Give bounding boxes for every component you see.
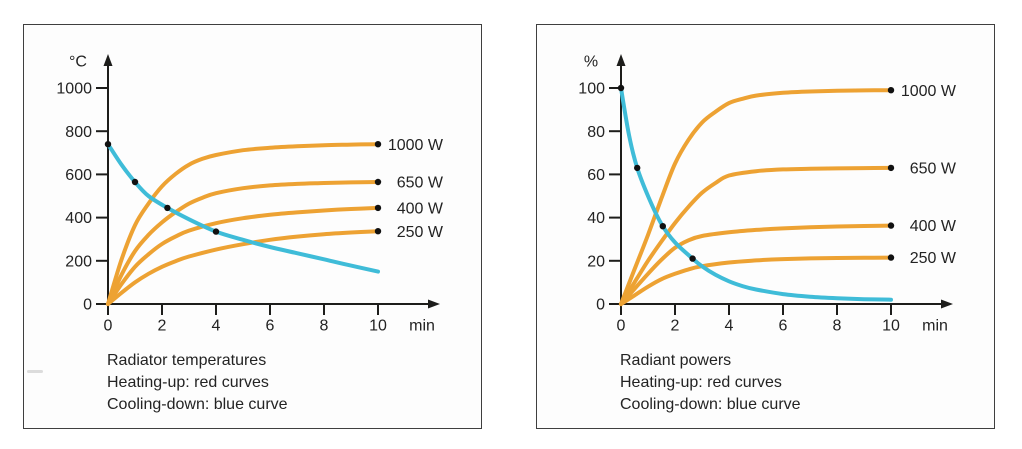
x-axis-unit-label: min bbox=[409, 318, 435, 335]
heating-curve-400-w bbox=[106, 205, 380, 306]
radiator-temperatures-chart: 0 2 4 6 8 10 0 200 400 600 800 1000 °C min 1000 W 650 W… bbox=[56, 54, 444, 335]
series-label-650-w: 650 W bbox=[910, 161, 957, 178]
series-label-400-w: 400 W bbox=[910, 218, 957, 235]
cooling-curve-point-dot bbox=[634, 164, 641, 172]
curve-end-dot bbox=[887, 87, 895, 94]
heating-curve-650-w bbox=[106, 180, 380, 306]
y-tick-label: 40 bbox=[587, 210, 605, 227]
y-tick-label: 0 bbox=[83, 297, 92, 314]
cooling-curve-point-dot bbox=[131, 178, 139, 186]
chart-panel-radiator-temperatures: 0 2 4 6 8 10 0 200 400 600 800 1000 °C min 1000 W 650 W… bbox=[23, 24, 482, 429]
scan-artifact bbox=[27, 370, 43, 373]
y-tick-label: 1000 bbox=[56, 81, 92, 98]
cooling-curve bbox=[619, 86, 893, 302]
y-tick-label: 400 bbox=[65, 210, 92, 227]
y-axis-arrow-icon bbox=[103, 54, 113, 66]
series-label-250-w: 250 W bbox=[397, 224, 444, 241]
series-label-400-w: 400 W bbox=[397, 201, 444, 218]
series-label-1000-w: 1000 W bbox=[901, 83, 957, 100]
caption-heating-legend: Heating-up: red curves bbox=[620, 374, 782, 391]
y-axis-unit-label: °C bbox=[69, 54, 87, 71]
heating-curve-1000-w bbox=[106, 142, 380, 306]
y-axis-unit-label: % bbox=[584, 54, 598, 71]
y-tick-label: 0 bbox=[596, 297, 605, 314]
x-tick-label: 10 bbox=[882, 318, 900, 335]
series-label-1000-w: 1000 W bbox=[388, 137, 444, 154]
cooling-curve-point-dot bbox=[689, 255, 696, 262]
curve-end-dot bbox=[887, 254, 895, 261]
chart-caption: Radiant powers Heating-up: red curves Co… bbox=[620, 350, 801, 416]
x-axis-arrow-icon bbox=[941, 299, 953, 309]
chart-title: Radiant powers bbox=[620, 352, 732, 369]
cooling-curve-point-dot bbox=[659, 223, 666, 230]
series-label-650-w: 650 W bbox=[397, 175, 444, 192]
caption-cooling-legend: Cooling-down: blue curve bbox=[107, 396, 288, 413]
x-axis-unit-label: min bbox=[922, 318, 948, 335]
curve-end-dot bbox=[374, 178, 382, 186]
curve-end-dot bbox=[374, 228, 382, 235]
x-tick-label: 6 bbox=[779, 318, 788, 335]
x-tick-label: 8 bbox=[320, 318, 329, 335]
x-tick-label: 10 bbox=[369, 318, 387, 335]
y-tick-label: 200 bbox=[65, 253, 92, 270]
heating-curve-650-w bbox=[619, 165, 893, 306]
cooling-curve-point-dot bbox=[104, 141, 112, 148]
series-label-250-w: 250 W bbox=[910, 250, 957, 267]
y-tick-label: 100 bbox=[578, 81, 605, 98]
cooling-curve-point-dot bbox=[617, 84, 625, 92]
heating-curve-250-w bbox=[619, 255, 893, 306]
y-axis-arrow-icon bbox=[616, 54, 626, 66]
chart-title: Radiator temperatures bbox=[107, 352, 267, 369]
x-tick-label: 2 bbox=[158, 318, 167, 335]
y-tick-label: 600 bbox=[65, 167, 92, 184]
cooling-curve-point-dot bbox=[212, 228, 220, 235]
curve-end-dot bbox=[887, 164, 895, 172]
y-tick-label: 800 bbox=[65, 124, 92, 141]
curve-end-dot bbox=[887, 222, 895, 229]
heating-curve-250-w bbox=[106, 229, 380, 306]
x-tick-label: 8 bbox=[833, 318, 842, 335]
x-tick-label: 4 bbox=[725, 318, 734, 335]
caption-heating-legend: Heating-up: red curves bbox=[107, 374, 269, 391]
x-tick-label: 6 bbox=[266, 318, 275, 335]
curve-end-dot bbox=[374, 204, 382, 212]
curve-end-dot bbox=[374, 141, 382, 148]
y-tick-label: 60 bbox=[587, 167, 605, 184]
heating-curve-400-w bbox=[619, 223, 893, 306]
y-tick-label: 20 bbox=[587, 253, 605, 270]
cooling-curve-point-dot bbox=[164, 204, 171, 212]
x-tick-label: 0 bbox=[617, 318, 626, 335]
caption-cooling-legend: Cooling-down: blue curve bbox=[620, 396, 801, 413]
x-tick-label: 0 bbox=[104, 318, 113, 335]
chart-caption: Radiator temperatures Heating-up: red cu… bbox=[107, 350, 288, 416]
heating-curve-1000-w bbox=[619, 88, 893, 306]
x-axis-arrow-icon bbox=[428, 299, 440, 309]
x-tick-label: 2 bbox=[671, 318, 680, 335]
y-tick-label: 80 bbox=[587, 124, 605, 141]
x-tick-label: 4 bbox=[212, 318, 221, 335]
